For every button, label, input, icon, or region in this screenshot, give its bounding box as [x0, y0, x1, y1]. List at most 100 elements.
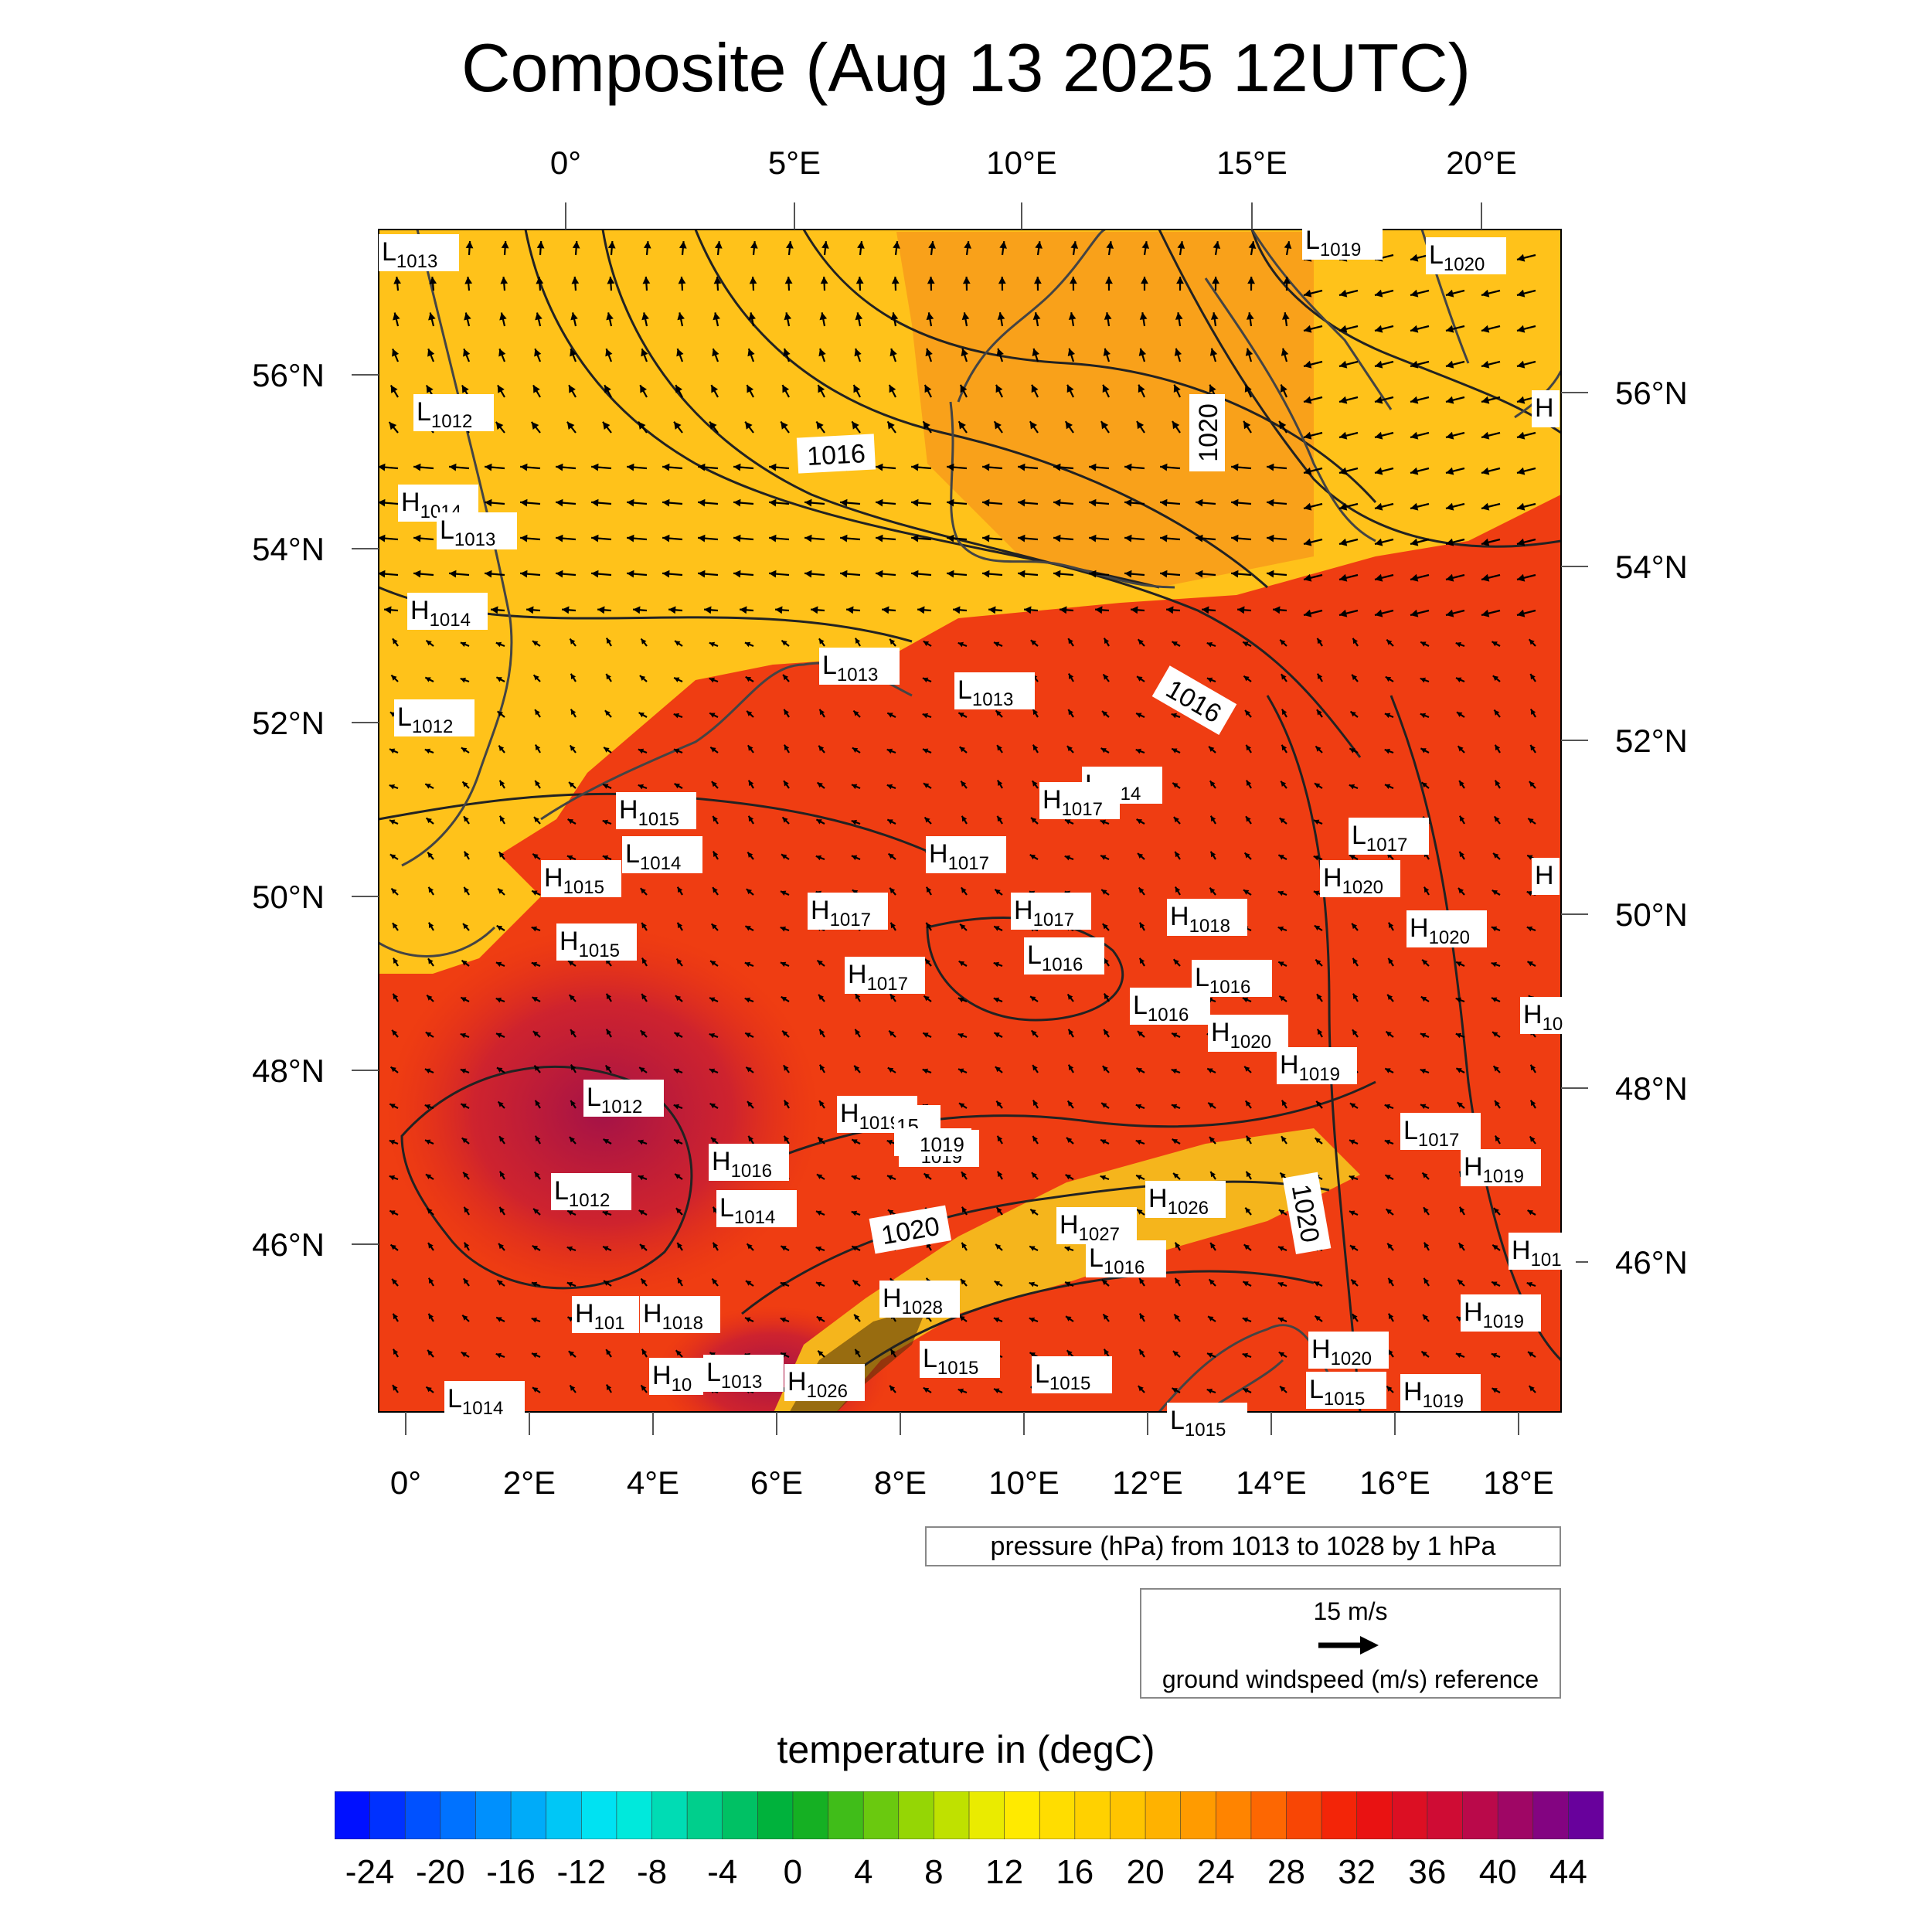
pressure-center-box: [1086, 1240, 1166, 1277]
wind-arrow-head: [1530, 674, 1536, 680]
wind-arrow-head: [461, 747, 468, 753]
wind-arrow-head: [887, 1175, 893, 1181]
wind-arrow-head: [1422, 1172, 1428, 1179]
pressure-center-text: H: [1535, 861, 1554, 890]
pressure-center-box: [1130, 988, 1210, 1025]
wind-arrow-head: [1455, 641, 1461, 648]
wind-arrow-head: [462, 1315, 468, 1321]
pressure-center-box: [413, 394, 494, 431]
wind-arrow-head: [533, 385, 540, 393]
wind-arrow-head: [960, 384, 968, 393]
wind-arrow-head: [677, 1277, 683, 1284]
wind-arrow-head: [818, 385, 825, 393]
wind-arrow-head: [1280, 384, 1287, 393]
wind-arrow-head: [499, 815, 505, 822]
colorbar-cell: [1004, 1791, 1041, 1839]
wind-arrow-head: [674, 1032, 680, 1038]
wind-arrow-head: [1206, 1388, 1213, 1394]
wind-arrow-head: [1375, 467, 1383, 475]
wind-arrow-head: [569, 1137, 575, 1143]
wind-arrow-head: [569, 385, 576, 393]
colorbar-cell: [862, 1791, 900, 1839]
wind-arrow-head: [996, 348, 1004, 356]
wind-arrow-head: [926, 922, 931, 929]
pressure-center-box: [1032, 1356, 1112, 1393]
wind-arrow-head: [1385, 1175, 1391, 1180]
wind-arrow-head: [816, 421, 824, 430]
wind-arrow-head: [1388, 1277, 1393, 1284]
wind-arrow-head: [1385, 1068, 1391, 1073]
wind-arrow-head: [1349, 855, 1355, 860]
wind-arrow-head: [1446, 360, 1454, 369]
wind-arrow-head: [961, 312, 970, 321]
pressure-center-text: L1015: [923, 1344, 978, 1379]
wind-arrow-head: [678, 277, 686, 284]
wind-arrow-head: [591, 463, 599, 471]
colorbar-tick-label: 36: [1408, 1853, 1447, 1891]
wind-arrow-head: [390, 385, 398, 393]
wind-arrow-head: [815, 1246, 821, 1252]
wind-arrow-head: [1492, 1388, 1498, 1393]
wind-arrow-head: [1279, 818, 1285, 824]
wind-arrow-head: [531, 1317, 537, 1323]
wind-arrow-head: [570, 1064, 577, 1070]
wind-arrow-head: [638, 748, 645, 754]
wind-arrow-head: [852, 1246, 858, 1251]
pressure-center-high: H1019: [1461, 1149, 1541, 1187]
wind-arrow-head: [1352, 1029, 1358, 1036]
wind-arrow-head: [1446, 431, 1454, 440]
colorbar-tick-label: 40: [1478, 1853, 1517, 1891]
left-lat-axis: 56°N 54°N 52°N 50°N 48°N 46°N: [252, 357, 325, 1263]
wind-arrow-head: [534, 349, 542, 357]
wind-arrow-head: [957, 1032, 964, 1039]
wind-arrow-head: [1267, 463, 1274, 471]
pressure-center-high: H101: [1509, 1233, 1576, 1270]
wind-arrow-head: [1210, 851, 1216, 858]
wind-arrow-head: [1242, 1352, 1248, 1359]
wind-arrow-head: [679, 241, 687, 249]
wind-arrow-head: [1279, 995, 1285, 1002]
wind-arrow-head: [1455, 1352, 1462, 1359]
wind-arrow-head: [463, 1172, 469, 1178]
wind-arrow-head: [852, 784, 858, 790]
wind-arrow-head: [531, 1281, 538, 1287]
top-lon-label: 15°E: [1216, 145, 1287, 181]
wind-arrow-head: [1314, 925, 1321, 931]
wind-arrow-head: [886, 748, 893, 754]
pressure-center-text: H1019: [1403, 1377, 1464, 1412]
wind-arrow-head: [961, 1172, 967, 1178]
wind-arrow-head: [1517, 573, 1526, 582]
wind-arrow-head: [496, 1032, 502, 1038]
wind-arrow-head: [603, 1246, 609, 1251]
wind-arrow-head: [606, 674, 611, 680]
wind-arrow-head: [1209, 384, 1216, 393]
wind-arrow-head: [1315, 746, 1321, 752]
wind-arrow-head: [890, 1349, 896, 1355]
wind-arrow-head: [1210, 1243, 1216, 1249]
colorbar-cell: [510, 1791, 547, 1839]
wind-arrow-head: [1105, 277, 1113, 284]
wind-arrow-head: [638, 1210, 645, 1216]
wind-arrow-head: [784, 1135, 790, 1142]
wind-arrow-head: [1317, 673, 1323, 679]
colorbar-cell: [828, 1791, 864, 1839]
wind-arrow-head: [1410, 253, 1419, 262]
wind-arrow-head: [1030, 996, 1036, 1002]
wind-arrow-head: [747, 852, 753, 858]
pressure-center-box: [1509, 1233, 1576, 1270]
wind-arrow-head: [424, 748, 431, 754]
wind-arrow-head: [1517, 609, 1526, 617]
channel-cool-region: [379, 850, 541, 974]
wind-arrow-head: [1304, 502, 1312, 511]
wind-arrow-head: [1060, 606, 1067, 614]
pressure-center-high: H1026: [1145, 1181, 1226, 1219]
wind-arrow-head: [1032, 781, 1038, 787]
wind-arrow-head: [1481, 325, 1490, 333]
wind-arrow-head: [1068, 673, 1074, 679]
wind-arrow-head: [1245, 348, 1253, 356]
wind-arrow-head: [392, 1029, 398, 1036]
wind-arrow-head: [1420, 641, 1427, 647]
wind-arrow-head: [698, 534, 706, 543]
wind-arrow-head: [704, 606, 712, 614]
wind-arrow-head: [783, 1065, 789, 1071]
